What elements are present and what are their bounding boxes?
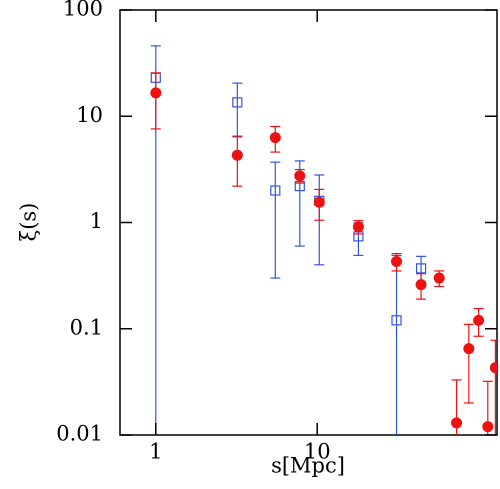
y-tick-label: 1	[90, 209, 103, 233]
point	[270, 185, 281, 196]
point	[473, 314, 485, 326]
y-tick-label: 0.1	[70, 315, 103, 339]
point	[352, 221, 364, 233]
point	[150, 87, 162, 99]
y-tick-label: 10	[76, 103, 103, 127]
point	[391, 315, 402, 326]
point	[433, 272, 445, 284]
error-bar	[232, 82, 243, 137]
point	[489, 362, 497, 374]
error-bar	[270, 161, 281, 279]
x-tick-label: 1	[149, 440, 162, 464]
point	[294, 170, 306, 182]
point	[231, 149, 243, 161]
y-tick-label: 0.01	[56, 422, 103, 446]
error-bar	[490, 339, 497, 435]
point	[313, 196, 325, 208]
y-tick-label: 100	[63, 0, 103, 21]
plot-area	[150, 45, 497, 435]
error-bar	[232, 136, 243, 187]
error-bar	[391, 254, 402, 435]
point	[232, 97, 243, 108]
x-tick-label: 10	[304, 440, 331, 464]
error-bar	[451, 379, 462, 435]
x-axis-label: s[Mpc]	[271, 454, 345, 478]
point	[391, 255, 403, 267]
plot-frame	[119, 9, 498, 436]
error-bar	[150, 72, 161, 130]
y-axis-label: ξ(s)	[17, 203, 41, 242]
point	[415, 279, 427, 291]
error-bar	[463, 323, 474, 404]
point	[482, 421, 494, 433]
error-bar	[482, 380, 493, 435]
point	[269, 132, 281, 144]
point	[415, 263, 427, 274]
point	[451, 417, 463, 429]
point	[463, 343, 475, 355]
